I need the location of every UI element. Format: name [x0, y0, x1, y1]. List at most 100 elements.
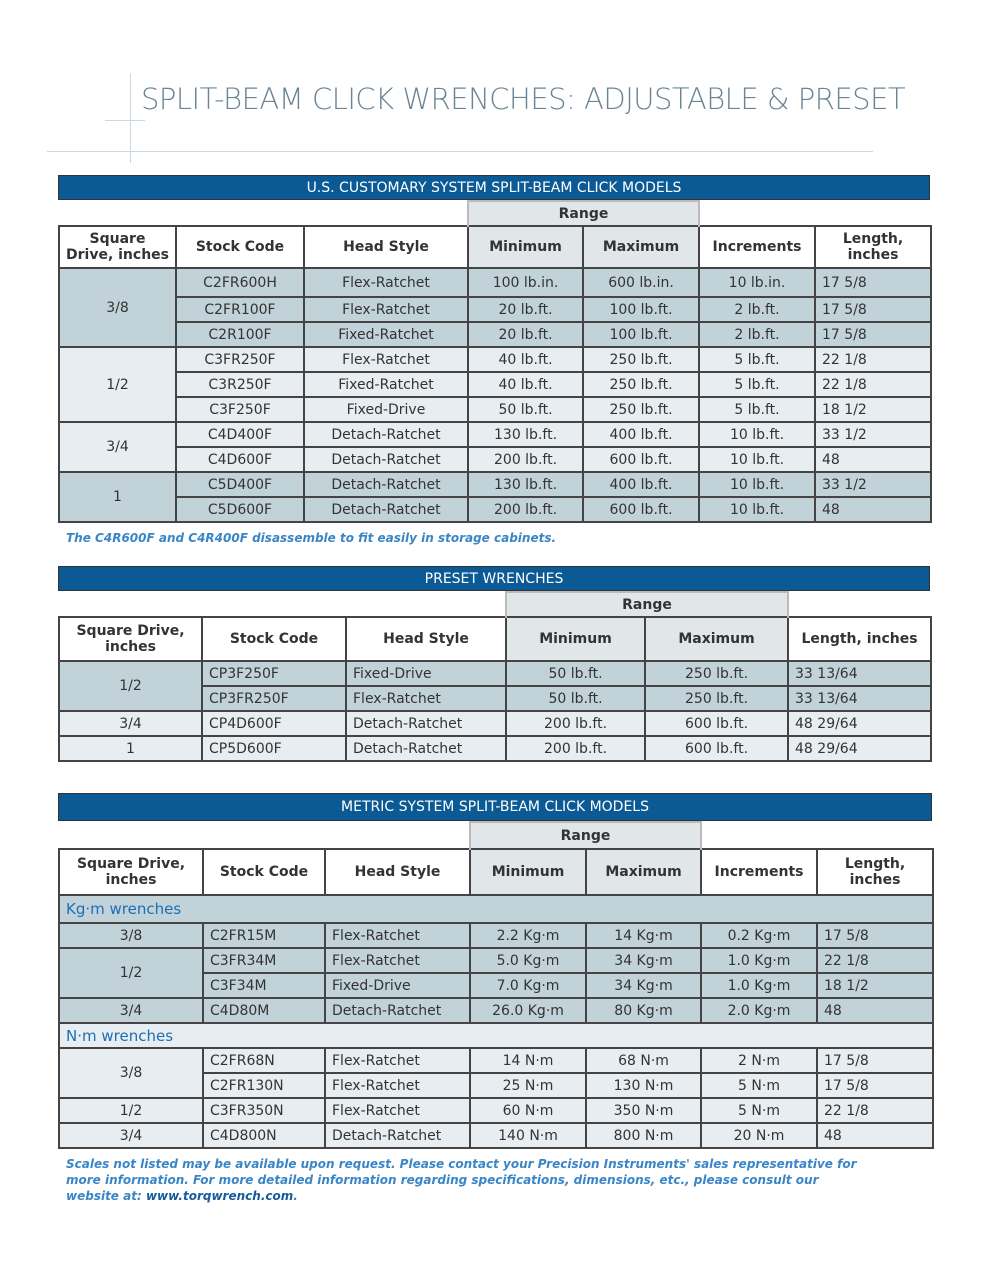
table-cell: 10 lb.ft.: [698, 421, 817, 448]
table-cell: Flex-Ratchet: [323, 1072, 472, 1099]
table-cell: 34 Kg·m: [585, 947, 703, 974]
table-cell: Detach-Ratchet: [302, 471, 470, 498]
table-cell: 1.0 Kg·m: [700, 972, 819, 999]
table-cell: 50 lb.ft.: [505, 685, 647, 712]
table-row: 1/2 C3FR350N Flex-Ratchet 60 N·m 350 N·m 5 N·…: [58, 1097, 935, 1124]
table-cell: 2 N·m: [700, 1047, 819, 1074]
table-cell: 17 5/8: [814, 296, 933, 323]
table-cell: 600 lb.ft.: [582, 446, 701, 473]
table-cell: 20 lb.ft.: [467, 296, 585, 323]
table-cell: C2FR600H: [175, 267, 305, 298]
table-cell: C4D80M: [202, 997, 326, 1024]
table-heading: PRESET WRENCHES: [58, 566, 930, 591]
table-cell: 0.2 Kg·m: [700, 922, 819, 949]
table-cell: 5 N·m: [700, 1072, 819, 1099]
table-cell: 50 lb.ft.: [505, 660, 647, 687]
table-cell: 60 N·m: [469, 1097, 588, 1124]
section-row: Kg·m wrenches: [57, 894, 935, 924]
column-header: Maximum: [585, 848, 703, 896]
website-link[interactable]: www.torqwrench.com: [145, 1189, 294, 1203]
section-label: Kg·m wrenches: [57, 894, 935, 924]
table-cell: Detach-Ratchet: [302, 496, 470, 523]
square-drive-cell: 1/2: [58, 947, 204, 999]
table-cell: Detach-Ratchet: [302, 446, 470, 473]
table-cell: 100 lb.ft.: [582, 296, 701, 323]
table-row: C4D600F Detach-Ratchet 200 lb.ft. 600 lb.ft…: [59, 446, 933, 473]
table-cell: 18 1/2: [816, 972, 935, 999]
table-cell: C2FR68N: [202, 1047, 326, 1074]
table-cell: 33 1/2: [814, 471, 933, 498]
table-cell: 140 N·m: [469, 1122, 588, 1149]
table-row: 3/4 C4D400F Detach-Ratchet 130 lb.ft. 400 lb…: [58, 421, 933, 473]
table-cell: 7.0 Kg·m: [469, 972, 588, 999]
table-cell: 17 5/8: [814, 321, 933, 348]
column-header: Minimum: [467, 225, 585, 269]
table-cell: 17 5/8: [816, 1047, 935, 1074]
table-row: C5D600F Detach-Ratchet 200 lb.ft. 600 lb.ft…: [59, 496, 933, 523]
column-header: Stock Code: [201, 616, 347, 662]
table-cell: 2 lb.ft.: [698, 296, 817, 323]
column-header: Length, inches: [787, 616, 933, 662]
table-cell: 130 N·m: [585, 1072, 703, 1099]
table-cell: Flex-Ratchet: [302, 296, 470, 323]
table-cell: 33 13/64: [787, 660, 933, 687]
column-header: Minimum: [469, 848, 588, 896]
table-cell: Fixed-Drive: [302, 396, 470, 423]
table-cell: 10 lb.ft.: [698, 496, 817, 523]
page-title: SPLIT-BEAM CLICK WRENCHES: ADJUSTABLE & …: [141, 82, 906, 116]
table-cell: Detach-Ratchet: [323, 997, 472, 1024]
table-cell: 5 N·m: [700, 1097, 819, 1124]
table-cell: 2 lb.ft.: [698, 321, 817, 348]
table-cell: 250 lb.ft.: [582, 346, 701, 373]
table-cell: 2.0 Kg·m: [700, 997, 819, 1024]
table-row: CP3FR250F Flex-Ratchet 50 lb.ft. 250 lb.ft.…: [59, 685, 933, 712]
column-header: Square Drive, inches: [58, 848, 204, 896]
column-header: Minimum: [505, 616, 647, 662]
table-cell: 14 N·m: [469, 1047, 588, 1074]
note-end: .: [293, 1189, 298, 1203]
table-cell: 22 1/8: [816, 947, 935, 974]
table-row: 1/2 C3FR250F Flex-Ratchet 40 lb.ft. 250 lb.f…: [58, 346, 933, 423]
table-cell: C3FR34M: [202, 947, 326, 974]
table-cell: C3FR250F: [175, 346, 305, 373]
table-row: C3F34M Fixed-Drive 7.0 Kg·m 34 Kg·m 1.0 Kg·m…: [59, 972, 935, 999]
section-row: N·m wrenches: [57, 1022, 935, 1049]
table-cell: C3F34M: [202, 972, 326, 999]
table-cell: C2FR130N: [202, 1072, 326, 1099]
table-cell: 33 1/2: [814, 421, 933, 448]
column-header: Head Style: [302, 225, 470, 269]
table-cell: 5 lb.ft.: [698, 346, 817, 373]
table-cell: 22 1/8: [814, 371, 933, 398]
table-cell: 5 lb.ft.: [698, 371, 817, 398]
section-label: N·m wrenches: [57, 1022, 935, 1049]
table-cell: Detach-Ratchet: [344, 710, 508, 737]
table-cell: 10 lb.in.: [698, 267, 817, 298]
table-row: 1/2 C3FR34M Flex-Ratchet 5.0 Kg·m 34 Kg·m 1.0…: [58, 947, 935, 999]
table-cell: 26.0 Kg·m: [469, 997, 588, 1024]
table-row: C2R100F Fixed-Ratchet 20 lb.ft. 100 lb.ft. 2…: [59, 321, 933, 348]
square-drive-cell: 3/8: [58, 1047, 204, 1099]
column-header: Head Style: [323, 848, 472, 896]
table-cell: 22 1/8: [814, 346, 933, 373]
table-cell: 400 lb.ft.: [582, 421, 701, 448]
table-cell: C2FR15M: [202, 922, 326, 949]
table-cell: 40 lb.ft.: [467, 371, 585, 398]
preset-table: PRESET WRENCHES Range Square Drive, inches…: [58, 566, 933, 762]
table-row: 1 C5D400F Detach-Ratchet 130 lb.ft. 400 lb.f…: [58, 471, 933, 523]
table-cell: 18 1/2: [814, 396, 933, 423]
table-heading: U.S. CUSTOMARY SYSTEM SPLIT-BEAM CLICK M…: [58, 175, 930, 200]
table-cell: 10 lb.ft.: [698, 446, 817, 473]
square-drive-cell: 3/8: [58, 922, 204, 949]
table-row: 3/8 C2FR15M Flex-Ratchet 2.2 Kg·m 14 Kg·m 0.2…: [58, 922, 935, 949]
table-cell: 5.0 Kg·m: [469, 947, 588, 974]
table-row: 3/8 C2FR68N Flex-Ratchet 14 N·m 68 N·m 2 N·m 1…: [58, 1047, 935, 1099]
decorative-line: [130, 73, 131, 163]
table-cell: 1.0 Kg·m: [700, 947, 819, 974]
column-header: Length, inches: [814, 225, 933, 269]
table-cell: 40 lb.ft.: [467, 346, 585, 373]
square-drive-cell: 1/2: [58, 346, 177, 423]
square-drive-cell: 1/2: [58, 660, 203, 712]
spacer: [59, 592, 506, 617]
square-drive-cell: 3/4: [58, 1122, 204, 1149]
